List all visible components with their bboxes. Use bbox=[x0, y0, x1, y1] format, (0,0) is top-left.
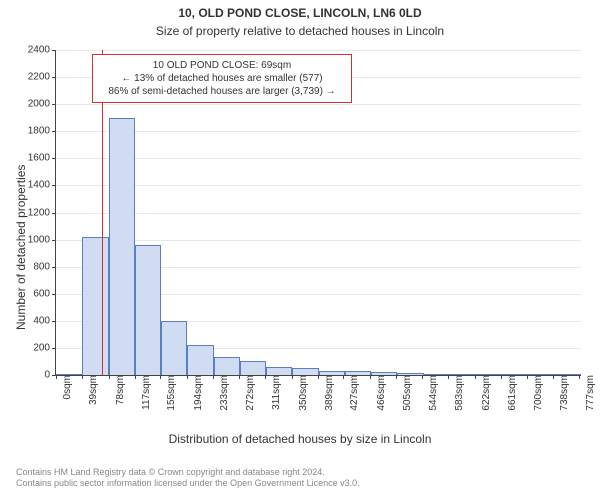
grid-line bbox=[56, 104, 581, 105]
xtick-mark bbox=[187, 375, 188, 379]
xtick-label: 622sqm bbox=[479, 375, 492, 411]
xtick-label: 544sqm bbox=[426, 375, 439, 411]
xtick-label: 194sqm bbox=[191, 375, 204, 411]
xtick-label: 311sqm bbox=[269, 375, 282, 410]
xtick-mark bbox=[579, 375, 580, 379]
ytick-label: 400 bbox=[33, 315, 56, 326]
xtick-label: 427sqm bbox=[347, 375, 360, 411]
histogram-bar bbox=[450, 374, 476, 375]
ytick-label: 1800 bbox=[28, 126, 56, 137]
xtick-mark bbox=[265, 375, 266, 379]
xtick-label: 350sqm bbox=[296, 375, 309, 411]
xtick-label: 78sqm bbox=[113, 375, 126, 405]
chart-title: 10, OLD POND CLOSE, LINCOLN, LN6 0LD bbox=[0, 6, 600, 20]
xtick-mark bbox=[553, 375, 554, 379]
histogram-bar bbox=[187, 345, 213, 375]
xtick-label: 505sqm bbox=[400, 375, 413, 411]
histogram-bar bbox=[319, 371, 345, 375]
annotation-line-3: 86% of semi-detached houses are larger (… bbox=[99, 85, 345, 98]
xtick-mark bbox=[396, 375, 397, 379]
grid-line bbox=[56, 240, 581, 241]
histogram-bar bbox=[476, 374, 502, 375]
annotation-box: 10 OLD POND CLOSE: 69sqm ← 13% of detach… bbox=[92, 54, 352, 103]
chart-container: 10, OLD POND CLOSE, LINCOLN, LN6 0LD Siz… bbox=[0, 0, 600, 500]
y-axis-label: Number of detached properties bbox=[14, 165, 28, 330]
xtick-label: 583sqm bbox=[452, 375, 465, 411]
xtick-label: 389sqm bbox=[322, 375, 335, 411]
xtick-mark bbox=[160, 375, 161, 379]
grid-line bbox=[56, 50, 581, 51]
histogram-bar bbox=[502, 374, 528, 375]
xtick-mark bbox=[343, 375, 344, 379]
chart-subtitle: Size of property relative to detached ho… bbox=[0, 24, 600, 38]
histogram-bar bbox=[240, 361, 266, 375]
xtick-label: 272sqm bbox=[243, 375, 256, 411]
xtick-mark bbox=[318, 375, 319, 379]
histogram-bar bbox=[109, 118, 135, 375]
ytick-label: 2200 bbox=[28, 72, 56, 83]
ytick-label: 600 bbox=[33, 288, 56, 299]
footer-line-1: Contains HM Land Registry data © Crown c… bbox=[16, 467, 360, 479]
xtick-mark bbox=[527, 375, 528, 379]
ytick-label: 1000 bbox=[28, 234, 56, 245]
ytick-label: 0 bbox=[44, 370, 56, 381]
ytick-label: 2400 bbox=[28, 45, 56, 56]
ytick-label: 1200 bbox=[28, 207, 56, 218]
footer-text: Contains HM Land Registry data © Crown c… bbox=[16, 467, 360, 490]
xtick-label: 777sqm bbox=[583, 375, 596, 411]
xtick-label: 233sqm bbox=[217, 375, 230, 411]
xtick-mark bbox=[422, 375, 423, 379]
xtick-mark bbox=[239, 375, 240, 379]
histogram-bar bbox=[82, 237, 108, 375]
xtick-label: 700sqm bbox=[531, 375, 544, 411]
xtick-label: 155sqm bbox=[164, 375, 177, 411]
histogram-bar bbox=[424, 374, 450, 375]
grid-line bbox=[56, 158, 581, 159]
histogram-bar bbox=[529, 374, 555, 375]
xtick-mark bbox=[213, 375, 214, 379]
histogram-bar bbox=[214, 357, 240, 375]
xtick-label: 39sqm bbox=[86, 375, 99, 405]
histogram-bar bbox=[56, 374, 82, 375]
xtick-mark bbox=[501, 375, 502, 379]
histogram-bar bbox=[345, 371, 371, 375]
histogram-bar bbox=[371, 372, 397, 375]
ytick-label: 800 bbox=[33, 261, 56, 272]
footer-line-2: Contains public sector information licen… bbox=[16, 478, 360, 490]
xtick-mark bbox=[82, 375, 83, 379]
xtick-label: 0sqm bbox=[60, 375, 73, 399]
xtick-mark bbox=[370, 375, 371, 379]
xtick-label: 466sqm bbox=[374, 375, 387, 411]
grid-line bbox=[56, 185, 581, 186]
xtick-label: 117sqm bbox=[139, 375, 152, 410]
annotation-line-1: 10 OLD POND CLOSE: 69sqm bbox=[99, 59, 345, 72]
xtick-mark bbox=[109, 375, 110, 379]
xtick-label: 661sqm bbox=[505, 375, 518, 411]
ytick-label: 1400 bbox=[28, 180, 56, 191]
histogram-bar bbox=[135, 245, 161, 375]
histogram-bar bbox=[266, 367, 292, 375]
ytick-label: 200 bbox=[33, 342, 56, 353]
xtick-mark bbox=[475, 375, 476, 379]
annotation-line-2: ← 13% of detached houses are smaller (57… bbox=[99, 72, 345, 85]
xtick-mark bbox=[135, 375, 136, 379]
histogram-bar bbox=[397, 373, 423, 375]
xtick-mark bbox=[448, 375, 449, 379]
histogram-bar bbox=[555, 374, 581, 375]
grid-line bbox=[56, 213, 581, 214]
xtick-label: 738sqm bbox=[557, 375, 570, 411]
xtick-mark bbox=[56, 375, 57, 379]
ytick-label: 1600 bbox=[28, 153, 56, 164]
histogram-bar bbox=[161, 321, 187, 375]
ytick-label: 2000 bbox=[28, 99, 56, 110]
xtick-mark bbox=[292, 375, 293, 379]
x-axis-label: Distribution of detached houses by size … bbox=[0, 432, 600, 446]
histogram-bar bbox=[292, 368, 318, 375]
grid-line bbox=[56, 131, 581, 132]
